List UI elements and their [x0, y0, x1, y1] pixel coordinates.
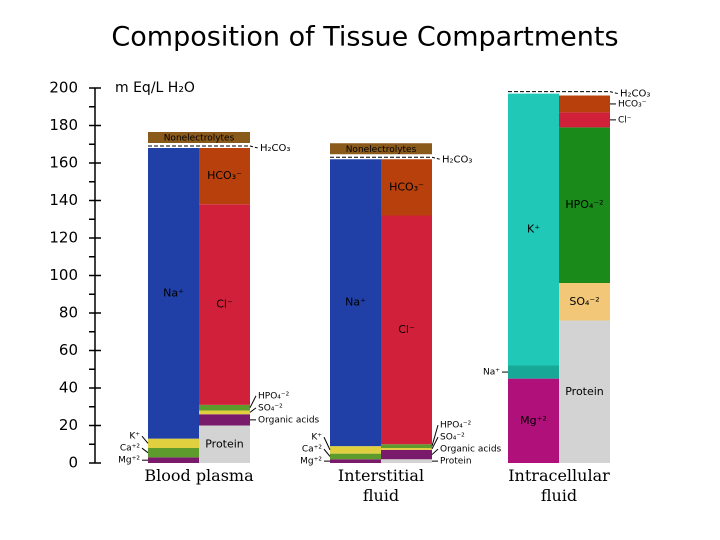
leader-line — [431, 424, 439, 447]
segment-label: Na⁺ — [163, 286, 184, 299]
y-tick-label: 160 — [49, 154, 78, 172]
label-box — [330, 143, 432, 155]
y-tick-label: 60 — [59, 341, 78, 359]
bar-segment — [199, 410, 250, 415]
segment-label: SO₄⁻² — [569, 295, 599, 308]
segment-label: Ca⁺² — [120, 444, 141, 454]
category-label: Intracellular fluid — [508, 466, 610, 505]
y-tick-label: 200 — [49, 79, 78, 97]
segment-label: Organic acids — [258, 415, 320, 425]
y-tick-label: 0 — [68, 454, 78, 472]
segment-label: Cl⁻ — [216, 298, 233, 311]
segment-label: Mg⁺² — [118, 456, 140, 466]
bar-segment — [559, 127, 610, 283]
leader-line — [609, 91, 619, 95]
segment-label: Protein — [565, 385, 604, 398]
bar-segment — [381, 448, 432, 450]
bar-segment — [148, 457, 199, 463]
bar-segment — [199, 425, 250, 463]
bar-segment — [148, 438, 199, 448]
axis-label: m Eq/L H₂O — [115, 80, 195, 96]
bar-segment — [330, 159, 381, 447]
bar-segment — [199, 204, 250, 405]
segment-label: HPO₄⁻² — [440, 421, 472, 431]
segment-label: HCO₃⁻ — [618, 99, 647, 109]
segment-label: Protein — [440, 457, 472, 467]
bar-segment — [330, 459, 381, 463]
segment-label: K⁺ — [311, 433, 322, 443]
bar-segment — [508, 378, 559, 463]
category-label: Blood plasma — [144, 466, 254, 485]
segment-label: Na⁺ — [345, 296, 366, 309]
leader-line — [431, 448, 439, 455]
y-tick-label: 40 — [59, 379, 78, 397]
bar-segment — [199, 148, 250, 205]
leader-line — [141, 447, 149, 454]
top-label: H₂CO₃ — [442, 154, 472, 165]
top-label: H₂CO₃ — [260, 143, 290, 154]
segment-label: Organic acids — [440, 445, 502, 455]
segment-label: Cl⁻ — [618, 115, 632, 125]
leader-line — [141, 435, 149, 444]
y-tick-label: 20 — [59, 416, 78, 434]
y-tick-label: 120 — [49, 229, 78, 247]
segment-label: Ca⁺² — [302, 445, 323, 455]
segment-label: HCO₃⁻ — [207, 169, 242, 182]
top-label: Nonelectrolytes — [164, 134, 235, 144]
top-label: Nonelectrolytes — [346, 145, 417, 155]
leader-line — [431, 156, 441, 160]
bar-segment — [559, 320, 610, 463]
chart-title: Composition of Tissue Compartments — [111, 22, 618, 53]
bar-segment — [381, 449, 432, 460]
segment-label: SO₄⁻² — [440, 433, 465, 443]
segment-label: Cl⁻ — [398, 323, 415, 336]
leader-line — [431, 436, 439, 450]
label-box — [148, 132, 250, 143]
leader-line — [249, 145, 259, 149]
segment-label: HCO₃⁻ — [389, 180, 424, 193]
y-tick-label: 140 — [49, 191, 78, 209]
leader-line — [249, 407, 257, 413]
bar-segment — [508, 93, 559, 366]
bar-segment — [199, 404, 250, 411]
segment-label: Na⁺ — [483, 368, 500, 378]
segment-label: Protein — [205, 437, 244, 450]
bar-segment — [559, 112, 610, 128]
top-label: H₂CO₃ — [620, 89, 650, 100]
leader-line — [323, 436, 331, 451]
bar-segment — [508, 365, 559, 379]
bar-segment — [330, 446, 381, 454]
segment-label: HPO₄⁻² — [565, 198, 603, 211]
y-tick-label: 180 — [49, 116, 78, 134]
bar-segment — [381, 444, 432, 448]
leader-line — [323, 448, 331, 457]
bar-segment — [199, 414, 250, 426]
segment-label: HPO₄⁻² — [258, 391, 290, 401]
bar-segment — [381, 459, 432, 463]
bar-segment — [330, 453, 381, 460]
segment-label: K⁺ — [129, 432, 140, 442]
bar-segment — [148, 148, 199, 439]
leader-line — [249, 395, 257, 408]
bar-segment — [381, 159, 432, 216]
y-tick-label: 100 — [49, 266, 78, 284]
bar-segment — [559, 95, 610, 113]
y-tick-label: 80 — [59, 304, 78, 322]
bar-segment — [559, 283, 610, 321]
bar-segment — [381, 215, 432, 445]
segment-label: Mg⁺² — [520, 414, 547, 427]
bar-segment — [148, 448, 199, 458]
category-label: Interstitial fluid — [337, 466, 425, 505]
segment-label: SO₄⁻² — [258, 403, 283, 413]
segment-label: K⁺ — [527, 223, 540, 236]
segment-label: Mg⁺² — [300, 457, 322, 467]
